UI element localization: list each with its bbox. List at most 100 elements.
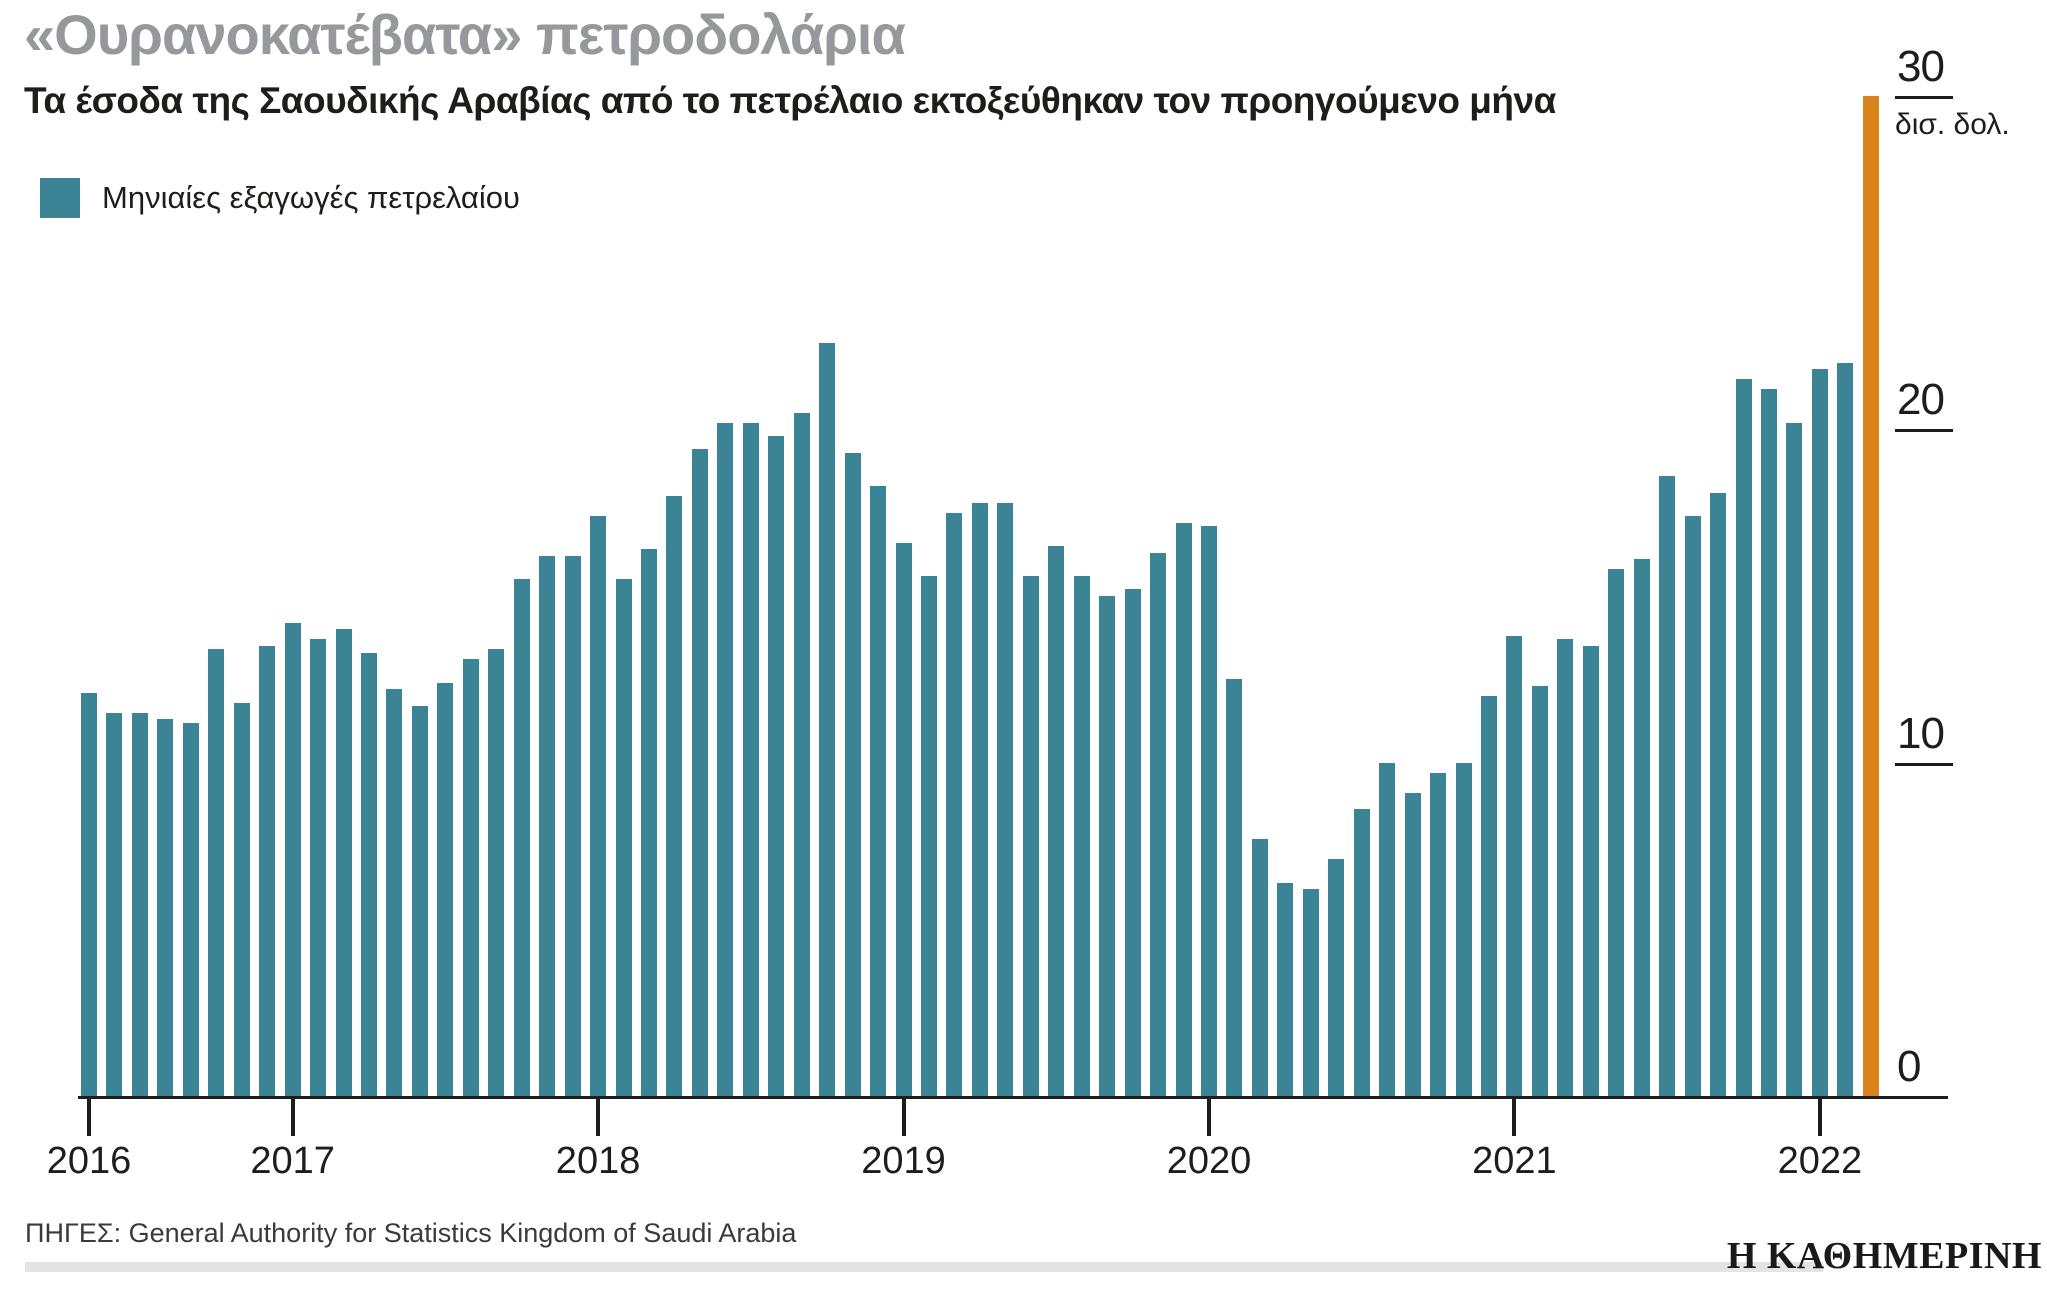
bar [870,486,887,1096]
x-axis-label: 2018 [555,1140,641,1182]
bar [1633,559,1650,1096]
bar [539,556,556,1096]
x-axis-label: 2017 [250,1140,335,1182]
bar [793,412,810,1096]
x-axis-label: 2022 [1777,1140,1863,1182]
source-note: ΠΗΓΕΣ: General Authority for Statistics … [25,1218,797,1248]
bar [1735,379,1752,1096]
bar [1760,389,1777,1096]
bar [131,712,148,1096]
bar [1200,526,1217,1096]
x-axis-tick [901,1096,906,1136]
bar [1099,596,1116,1096]
bar [157,719,174,1096]
bar [1226,679,1243,1096]
bar [1048,546,1065,1096]
y-axis-tick-rule [1895,762,1953,766]
bar [233,702,250,1096]
bar [1506,636,1523,1096]
chart-subtitle: Τα έσοδα της Σαουδικής Αραβίας από το πε… [24,80,1556,121]
y-axis-label: 10 [1897,708,1945,758]
bar [819,342,836,1096]
legend-swatch [40,178,80,218]
bar [259,646,276,1096]
page-title: «Ουρανοκατέβατα» πετροδολάρια [24,3,906,66]
bar [920,576,937,1096]
x-axis-tick [290,1096,295,1136]
x-axis-label: 2020 [1166,1140,1252,1182]
bar [1710,492,1727,1096]
bar [488,649,505,1096]
bar [462,659,479,1096]
bar [666,496,683,1096]
y-axis-label: 30 [1897,42,1945,91]
bar [1531,686,1548,1096]
bar [335,629,352,1096]
x-axis-tick [1512,1096,1517,1136]
bar [844,452,861,1096]
y-axis-tick-rule [1895,429,1953,433]
bar [1404,792,1421,1096]
bar [640,549,657,1096]
footer-divider [25,1262,1823,1272]
bar [768,436,785,1096]
bar [1455,762,1472,1096]
y-axis-label: 0 [1897,1042,1922,1091]
bar [615,579,632,1096]
bar [1684,516,1701,1096]
x-axis-label: 2021 [1472,1140,1557,1182]
x-axis-label: 2016 [46,1140,132,1182]
bar [590,516,607,1096]
y-axis-tick-rule [1895,96,1953,99]
bar [1073,576,1090,1096]
bar [1659,476,1676,1096]
bar [971,502,988,1096]
bar [1480,696,1497,1096]
bar [1277,882,1294,1096]
bar [1302,889,1319,1096]
bar [1251,839,1268,1096]
bar [717,422,734,1096]
legend: Μηνιαίες εξαγωγές πετρελαίου [40,178,520,218]
x-axis-tick [1206,1096,1211,1136]
bar [997,502,1014,1096]
bar [513,579,530,1096]
x-axis-tick [1817,1096,1822,1136]
bar [895,542,912,1096]
bar [691,449,708,1096]
bar [437,682,454,1096]
bar [1811,369,1828,1096]
publisher-logo: Η ΚΑΘΗΜΕΡΙΝΗ [1726,1235,2042,1277]
bar [1353,809,1370,1096]
bar [81,692,97,1096]
y-axis-unit-label: δισ. δολ. [1895,108,2010,141]
bar [386,689,403,1096]
bar [182,722,199,1096]
x-axis-line [78,1096,1948,1099]
bar [1379,762,1396,1096]
y-axis-label: 20 [1897,375,1945,425]
x-axis-tick [87,1096,91,1136]
bar [284,622,301,1096]
bar [360,652,377,1096]
bar [1557,639,1574,1096]
x-axis-label: 2019 [861,1140,946,1182]
bar [1430,772,1447,1096]
bar [310,639,327,1096]
highlight-bar [1862,96,1879,1096]
bar [411,706,428,1096]
bar [742,422,759,1096]
bar [1022,576,1039,1096]
bar [1150,552,1167,1096]
bar [208,649,225,1096]
bar [1837,362,1854,1096]
bar [1328,859,1345,1096]
bar [564,556,581,1096]
bar [1175,522,1192,1096]
x-axis-tick [596,1096,601,1136]
legend-label: Μηνιαίες εξαγωγές πετρελαίου [102,180,520,215]
bar [946,512,963,1096]
bar [1608,569,1625,1096]
